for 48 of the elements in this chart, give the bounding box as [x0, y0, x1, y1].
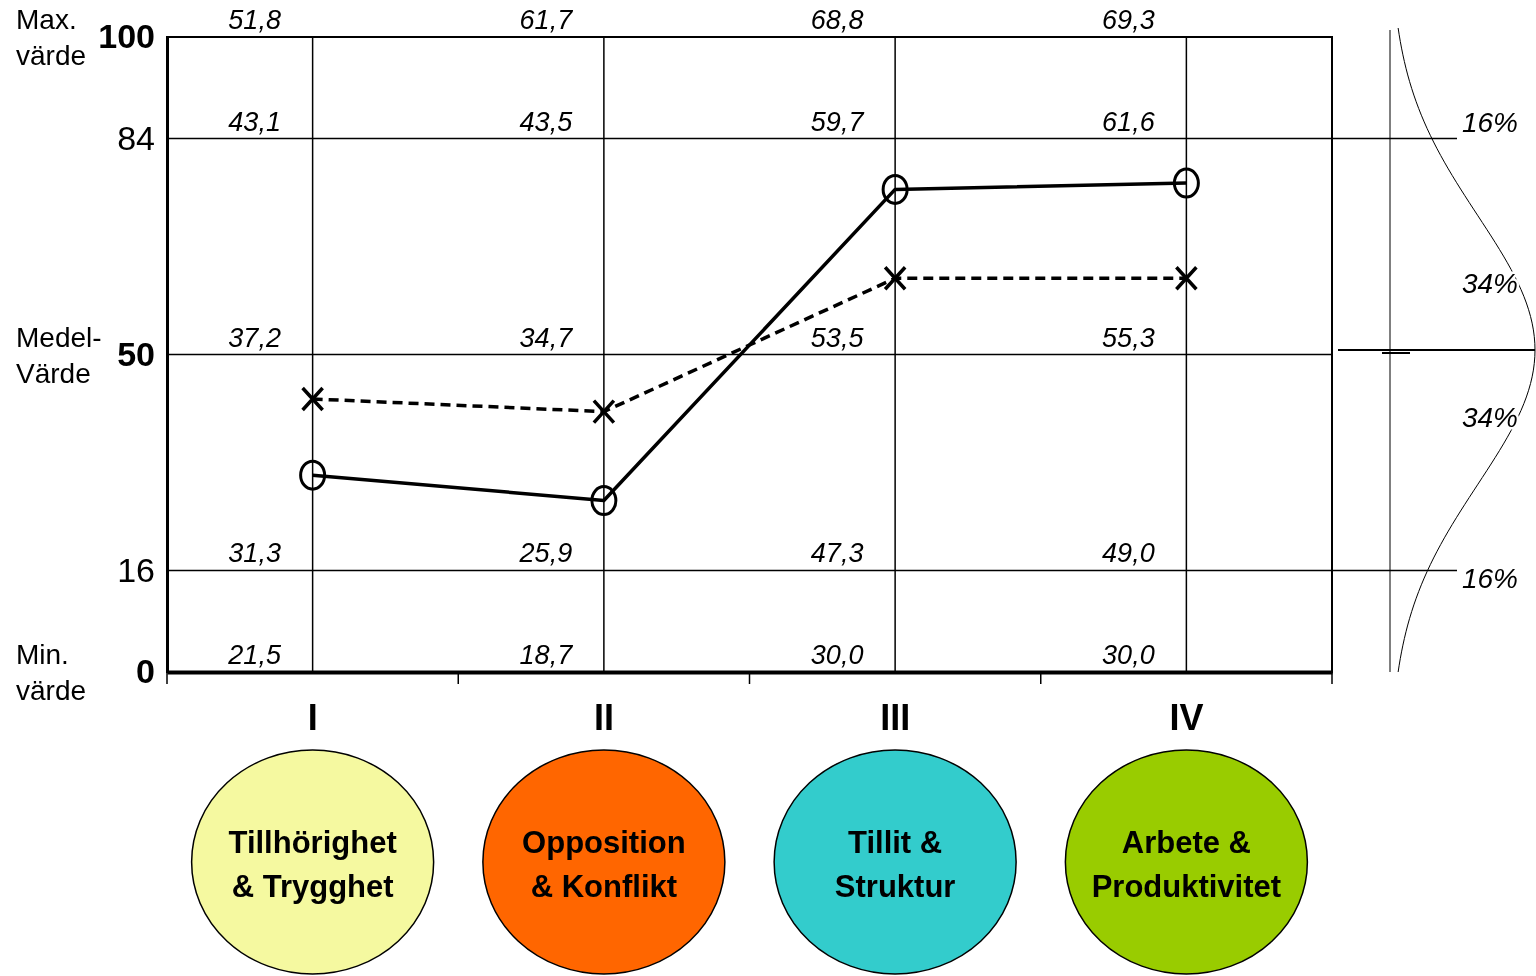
- text: 34%: [1461, 402, 1519, 434]
- point: [1174, 265, 1199, 292]
- text: Tillhörighet & Trygghet: [228, 825, 397, 904]
- x-tick-label: I: [307, 696, 318, 738]
- point: [881, 173, 909, 205]
- annotation: 43,5: [519, 106, 574, 137]
- y-tick-label: 0: [136, 652, 155, 691]
- text: Arbete & Produktivitet: [1091, 825, 1282, 904]
- text: Min. värde: [16, 639, 87, 706]
- annotation: 18,7: [519, 640, 574, 670]
- point: [1172, 167, 1200, 199]
- text: Max. värde: [16, 4, 87, 71]
- y-tick-label: 50: [117, 334, 155, 373]
- text: 16%: [1461, 563, 1519, 595]
- annotation: 55,3: [1102, 322, 1155, 353]
- text: Medel- Värde: [16, 321, 102, 389]
- point: [883, 265, 907, 292]
- annotation: 59,7: [810, 106, 865, 137]
- x-tick-label: III: [880, 696, 911, 738]
- point: [300, 386, 325, 412]
- point: [590, 485, 618, 517]
- annotation: 34,7: [519, 322, 574, 353]
- annotation: 30,0: [810, 640, 864, 670]
- annotation: 25,9: [518, 538, 573, 569]
- annotation: 53,5: [810, 322, 865, 353]
- text: 61,7: [519, 5, 574, 35]
- point: [299, 459, 327, 491]
- text: 34%: [1461, 267, 1519, 299]
- text: Tillit & Struktur: [834, 825, 956, 904]
- x-tick-label: IV: [1169, 696, 1204, 738]
- text: 51,8: [228, 5, 281, 35]
- annotation: 31,3: [228, 538, 281, 569]
- text: 68,8: [810, 5, 864, 35]
- y-tick-label: 100: [98, 17, 155, 56]
- annotation: 37,2: [228, 322, 281, 353]
- text: 16%: [1461, 106, 1519, 138]
- y-tick-label: 16: [117, 550, 155, 589]
- annotation: 47,3: [810, 538, 864, 569]
- annotation: 21,5: [227, 640, 282, 670]
- x-tick-label: II: [593, 696, 614, 738]
- annotation: 61,6: [1102, 106, 1156, 137]
- point: [592, 398, 616, 425]
- annotation: 49,0: [1102, 538, 1155, 569]
- annotation: 30,0: [1102, 640, 1155, 670]
- annotation: 43,1: [228, 106, 281, 137]
- text: 69,3: [1102, 5, 1155, 35]
- y-tick-label: 84: [117, 118, 155, 157]
- text: Opposition & Konflikt: [522, 825, 686, 904]
